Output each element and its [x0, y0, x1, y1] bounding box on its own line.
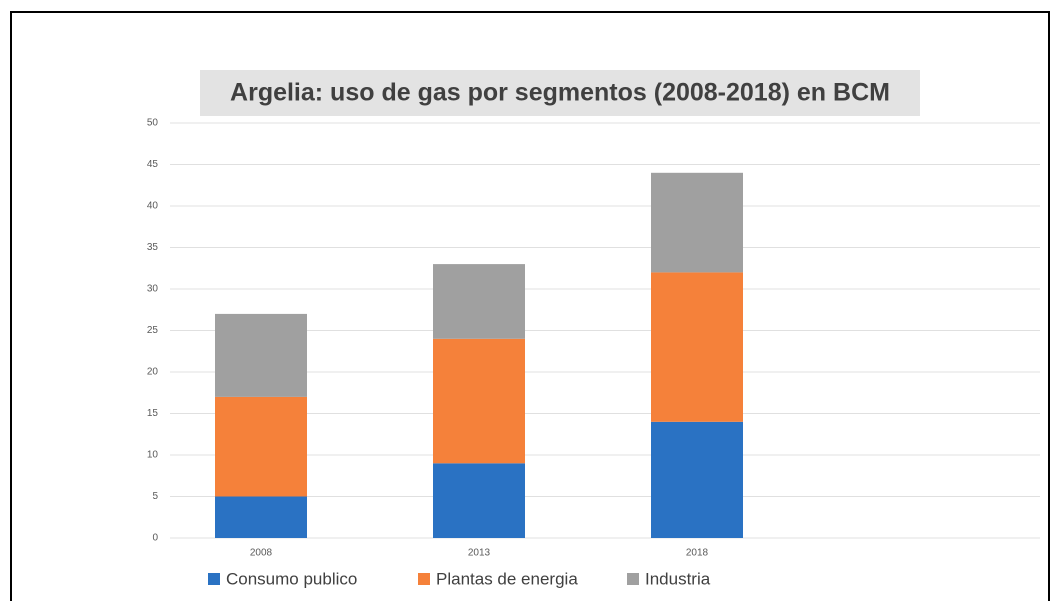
bar-segment — [433, 264, 525, 339]
y-tick-label: 20 — [147, 367, 159, 378]
y-tick-label: 45 — [147, 159, 159, 170]
legend-label: Industria — [645, 569, 711, 588]
bar-segment — [215, 396, 307, 497]
y-tick-label: 25 — [147, 325, 159, 336]
bar-segment — [433, 338, 525, 464]
bar-segment — [215, 496, 307, 538]
y-tick-label: 40 — [147, 201, 159, 212]
chart-title: Argelia: uso de gas por segmentos (2008-… — [230, 79, 890, 107]
y-tick-label: 35 — [147, 242, 159, 253]
y-tick-label: 50 — [147, 118, 159, 129]
y-tick-label: 15 — [147, 408, 159, 419]
y-tick-label: 5 — [152, 491, 158, 502]
legend-swatch — [418, 573, 430, 585]
x-tick-label: 2018 — [686, 548, 709, 559]
legend-label: Plantas de energia — [436, 569, 578, 588]
bar-segment — [433, 463, 525, 538]
legend-label: Consumo publico — [226, 569, 357, 588]
x-tick-label: 2008 — [250, 548, 273, 559]
bar-segment — [651, 272, 743, 422]
legend-swatch — [208, 573, 220, 585]
y-tick-label: 30 — [147, 284, 159, 295]
legend-swatch — [627, 573, 639, 585]
bar-segment — [651, 421, 743, 538]
x-tick-label: 2013 — [468, 548, 491, 559]
title-background — [200, 70, 920, 116]
bar-segment — [215, 313, 307, 397]
y-tick-label: 0 — [152, 533, 158, 544]
y-tick-label: 10 — [147, 450, 159, 461]
bar-segment — [651, 172, 743, 273]
